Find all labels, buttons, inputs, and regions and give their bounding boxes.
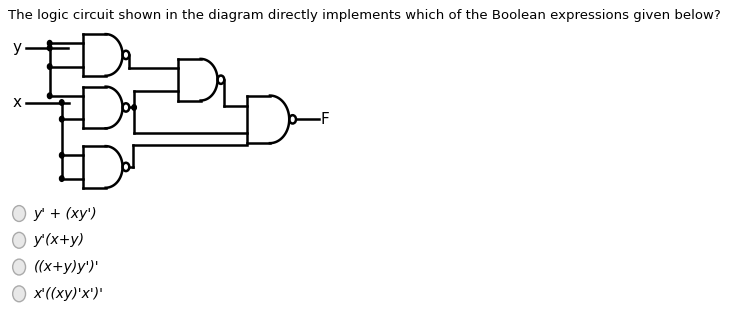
Circle shape (123, 103, 129, 112)
Circle shape (48, 41, 52, 46)
Text: y: y (13, 41, 22, 56)
Text: y' + (xy'): y' + (xy') (33, 206, 97, 220)
Circle shape (60, 176, 64, 182)
Circle shape (13, 259, 25, 275)
Circle shape (48, 64, 52, 69)
Circle shape (48, 45, 52, 51)
Circle shape (13, 205, 25, 221)
Text: The logic circuit shown in the diagram directly implements which of the Boolean : The logic circuit shown in the diagram d… (8, 9, 721, 22)
Text: x'((xy)'x')': x'((xy)'x')' (33, 287, 103, 301)
Circle shape (123, 163, 129, 171)
Text: x: x (13, 95, 22, 110)
Circle shape (289, 115, 296, 123)
Circle shape (217, 76, 224, 84)
Text: y'(x+y): y'(x+y) (33, 233, 85, 247)
Circle shape (60, 116, 64, 122)
Circle shape (48, 93, 52, 99)
Text: ((x+y)y')': ((x+y)y')' (33, 260, 99, 274)
Circle shape (60, 152, 64, 158)
Circle shape (123, 51, 129, 59)
Text: F: F (320, 112, 329, 127)
Circle shape (13, 286, 25, 302)
Circle shape (132, 105, 136, 110)
Circle shape (60, 100, 64, 105)
Circle shape (13, 232, 25, 248)
